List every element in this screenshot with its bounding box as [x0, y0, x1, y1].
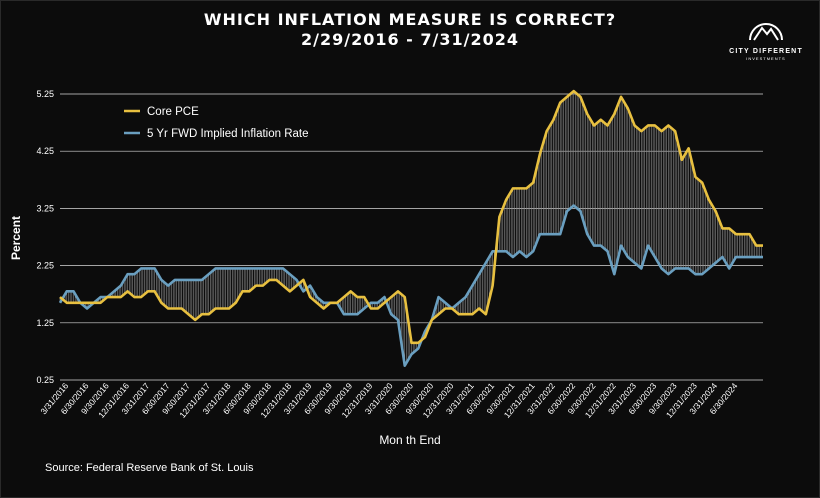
- y-tick-label: 5.25: [36, 89, 54, 99]
- company-logo: CITY DIFFERENT INVESTMENTS: [720, 12, 812, 70]
- y-tick-label: 3.25: [36, 203, 54, 213]
- y-tick-label: 1.25: [36, 318, 54, 328]
- gap-hatching: [59, 91, 762, 366]
- logo-name: CITY DIFFERENT: [729, 48, 803, 55]
- series-line-core-pce: [59, 89, 763, 345]
- legend-label-fwd-inflation: 5 Yr FWD Implied Inflation Rate: [147, 128, 309, 140]
- series-line-fwd-inflation: [58, 204, 763, 368]
- chart-legend: Core PCE 5 Yr FWD Implied Inflation Rate: [124, 106, 309, 140]
- y-axis-label: Percent: [9, 216, 23, 260]
- series-lines: [58, 89, 763, 368]
- y-axis-ticks: 0.25 1.25 2.25 3.25 4.25 5.25: [36, 89, 54, 385]
- gridlines: [60, 93, 763, 381]
- legend-label-core-pce: Core PCE: [147, 106, 199, 118]
- chart-title: WHICH INFLATION MEASURE IS CORRECT?: [203, 10, 617, 29]
- y-tick-label: 4.25: [36, 146, 54, 156]
- x-axis-ticks: 3/31/20166/30/20169/30/201612/31/20163/3…: [38, 381, 739, 420]
- logo-subtitle: INVESTMENTS: [746, 56, 786, 61]
- chart-subtitle: 2/29/2016 - 7/31/2024: [300, 30, 519, 49]
- y-tick-label: 0.25: [36, 375, 54, 385]
- mountain-sun-icon: [749, 23, 783, 41]
- y-tick-label: 2.25: [36, 261, 54, 271]
- x-axis-label: Mon th End: [379, 433, 440, 447]
- source-note: Source: Federal Reserve Bank of St. Loui…: [45, 462, 254, 474]
